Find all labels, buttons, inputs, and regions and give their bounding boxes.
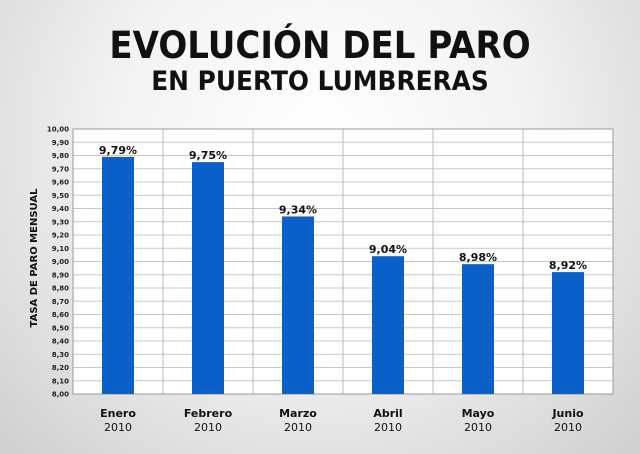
y-tick-label: 9,70	[52, 165, 69, 173]
y-tick-label: 9,40	[52, 205, 69, 213]
y-tick-label: 8,70	[52, 298, 69, 306]
y-tick-label: 9,60	[52, 179, 69, 187]
x-tick-year: 2010	[464, 421, 492, 434]
bar	[102, 156, 134, 394]
x-axis-ticks: Enero2010Febrero2010Marzo2010Abril2010Ma…	[100, 407, 584, 434]
plot-border	[72, 128, 614, 395]
x-tick-label: Febrero	[184, 407, 233, 420]
x-tick-label: Marzo	[279, 407, 317, 420]
y-axis-label: TASA DE PARO MENSUAL	[29, 188, 40, 328]
chart-subtitle: EN PUERTO LUMBRERAS	[151, 66, 489, 97]
y-tick-label: 8,00	[52, 391, 69, 399]
y-tick-label: 9,30	[52, 218, 69, 226]
plot-area	[72, 128, 614, 395]
x-tick-year: 2010	[104, 421, 132, 434]
y-tick-label: 9,90	[52, 139, 69, 147]
y-tick-label: 9,80	[52, 152, 69, 160]
y-tick-label: 8,30	[52, 351, 69, 359]
data-label: 9,79%	[99, 144, 137, 157]
y-tick-label: 9,10	[52, 245, 69, 253]
y-tick-label: 8,90	[52, 271, 69, 279]
chart-title: EVOLUCIÓN DEL PARO	[109, 24, 531, 67]
y-tick-label: 9,50	[52, 192, 69, 200]
x-tick-year: 2010	[284, 421, 312, 434]
data-label: 9,04%	[369, 243, 407, 256]
bar	[282, 216, 314, 394]
bar	[372, 256, 404, 394]
x-tick-label: Abril	[373, 407, 402, 420]
bar	[192, 162, 224, 394]
y-tick-label: 8,10	[52, 377, 69, 385]
y-tick-label: 8,20	[52, 364, 69, 372]
y-tick-label: 8,50	[52, 324, 69, 332]
y-tick-label: 10,00	[47, 126, 69, 134]
y-tick-label: 8,80	[52, 285, 69, 293]
y-tick-label: 9,20	[52, 232, 69, 240]
title-block: EVOLUCIÓN DEL PARO EN PUERTO LUMBRERAS	[0, 26, 640, 97]
bar	[462, 264, 494, 394]
data-label: 8,92%	[549, 259, 587, 272]
data-labels: 9,79% 9,75% 9,34% 9,04% 8,98% 8,92%	[99, 144, 587, 272]
bar	[552, 272, 584, 394]
x-tick-label: Mayo	[462, 407, 495, 420]
y-tick-label: 8,60	[52, 311, 69, 319]
y-tick-label: 8,40	[52, 338, 69, 346]
x-tick-year: 2010	[194, 421, 222, 434]
data-label: 9,34%	[279, 203, 317, 216]
x-tick-label: Enero	[100, 407, 136, 420]
data-label: 9,75%	[189, 149, 227, 162]
x-tick-year: 2010	[374, 421, 402, 434]
y-tick-label: 9,00	[52, 258, 69, 266]
bars	[102, 156, 584, 394]
x-tick-year: 2010	[554, 421, 582, 434]
x-tick-label: Junio	[551, 407, 584, 420]
y-axis-ticks: 8,00 8,10 8,20 8,30 8,40 8,50 8,60 8,70 8,80 8,90…	[47, 126, 69, 399]
data-label: 8,98%	[459, 251, 497, 264]
